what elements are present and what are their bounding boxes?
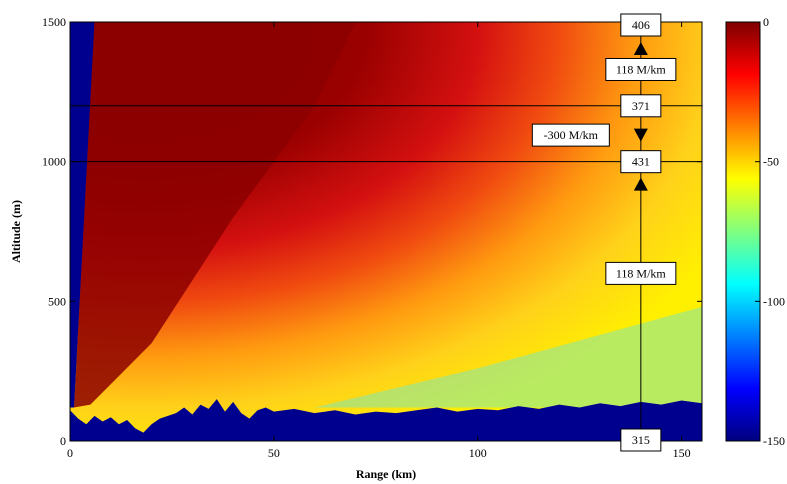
colorbar-tick-label: -150	[763, 434, 785, 448]
low-field-zone	[314, 306, 702, 408]
colorbar-ticks: 0 -50 -100 -150	[755, 15, 785, 448]
gradient-label: 118 M/km	[616, 62, 667, 76]
colorbar-scale	[725, 21, 761, 442]
gradient-arrow-up	[633, 177, 648, 191]
refractivity-box	[620, 94, 662, 118]
refractivity-box	[620, 150, 662, 174]
refractivity-value: 406	[632, 18, 650, 32]
x-axis-label: Range (km)	[356, 467, 416, 481]
colorbar-tick-label: 0	[763, 15, 769, 29]
x-tick-label: 150	[673, 446, 691, 460]
y-tick-label: 1000	[42, 155, 66, 169]
y-tick-label: 500	[48, 294, 66, 308]
gradient-box	[531, 123, 610, 147]
y-tick-label: 0	[60, 434, 66, 448]
gradient-box	[605, 57, 677, 81]
colorbar: 0 -50 -100 -150	[725, 15, 785, 448]
gradient-label: -300 M/km	[544, 128, 599, 142]
x-axis-ticks: 0 50 100 150	[67, 22, 691, 460]
gradient-label: 118 M/km	[616, 266, 667, 280]
refractivity-box	[620, 428, 662, 452]
gradient-box	[605, 261, 677, 285]
shadow-region	[70, 22, 95, 408]
gradient-arrow-down	[633, 128, 648, 142]
refractivity-box	[620, 13, 662, 37]
x-tick-label: 100	[469, 446, 487, 460]
y-tick-label: 1500	[42, 15, 66, 29]
colorbar-tick-label: -100	[763, 294, 785, 308]
plot-frame	[69, 21, 703, 442]
refractivity-value: 315	[632, 433, 650, 447]
plot-area	[70, 22, 702, 441]
gradient-arrow-up	[633, 42, 648, 55]
layer-lines	[70, 105, 702, 163]
y-axis-label: Altitude (m)	[9, 200, 23, 263]
y-axis-ticks: 0 500 1000 1500	[42, 15, 702, 448]
terrain-profile	[70, 399, 702, 441]
x-tick-label: 0	[67, 446, 73, 460]
beam-core-region	[74, 22, 356, 408]
refractivity-value: 371	[632, 99, 650, 113]
x-tick-label: 50	[268, 446, 280, 460]
refractivity-value: 431	[632, 155, 650, 169]
colorbar-tick-label: -50	[763, 155, 779, 169]
refractivity-profile: 406 371 431 315 118 M/km -300 M/km 118 M/km	[531, 13, 677, 452]
